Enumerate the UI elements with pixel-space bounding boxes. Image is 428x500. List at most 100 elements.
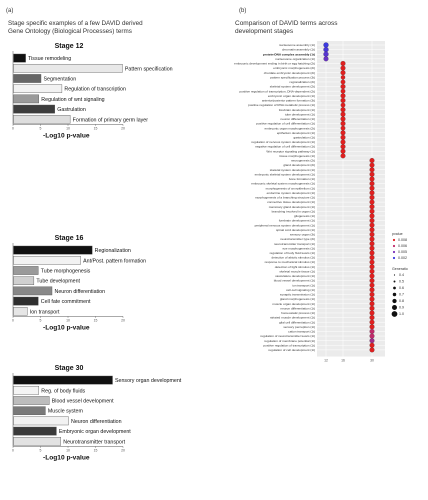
dot (369, 305, 375, 311)
x-tick-label: 15 (94, 318, 98, 322)
dot (369, 255, 375, 260)
legend-gene-swatch (393, 286, 396, 290)
x-tick-label: 20 (121, 448, 125, 452)
dot (369, 268, 375, 274)
x-tick-label: 5 (40, 448, 42, 452)
dot (369, 231, 375, 237)
panel-b-label: (b) (239, 8, 246, 14)
term-label: nucleosome assembly (1t) (279, 43, 315, 47)
term-label: protein-DNA complex assembly (1t) (263, 52, 315, 56)
x-tick-label: 20 (121, 318, 125, 322)
term-label: homeostatic process (1t) (281, 311, 315, 315)
term-label: striated muscle development (1t) (270, 316, 315, 320)
panel-b-title-line2: development stages (235, 28, 294, 35)
term-label: gland morphogenesis (1t) (280, 297, 315, 301)
dot (340, 153, 346, 159)
dot (369, 204, 375, 210)
term-label: embryonic skeletal system morphogenesis … (251, 182, 315, 186)
dot-plot: nucleosome assembly (1t)chromatin assemb… (234, 41, 385, 363)
term-label: Wnt receptor signaling pathway (1t) (266, 149, 315, 153)
dot (323, 56, 329, 62)
dot (340, 97, 346, 103)
bar (13, 307, 28, 316)
term-label: morphogenesis of an epithelium (1t) (266, 186, 315, 190)
term-label: embryonic development ending in birth or… (234, 62, 315, 66)
dot (340, 61, 346, 66)
term-label: eye morphogenesis (1t) (282, 246, 315, 250)
dot (369, 264, 375, 270)
bar (13, 276, 35, 286)
dot (340, 148, 346, 154)
dot (369, 292, 375, 297)
term-label: regulation of cell development (1t) (268, 348, 315, 352)
legend-pvalue-swatch (392, 256, 396, 260)
term-label: neuron differentiation (1t) (280, 117, 315, 121)
x-axis-label: -Log10 p-value (43, 132, 90, 139)
dot (369, 241, 375, 247)
bar-chart-stage-30: Stage 30 Sensory organ development Reg. of… (12, 365, 182, 461)
term-label: tissue morphogenesis (1t) (279, 154, 315, 158)
term-label: regulation of neurotransmitter levels (1… (260, 334, 315, 338)
term-label: regulation of nervous system development… (251, 140, 315, 144)
bar-label: Ant/Post. pattern formation (83, 258, 146, 264)
dot (369, 185, 375, 191)
bar (13, 426, 57, 436)
legend-gene-label: 0.9 (399, 306, 404, 310)
dot (369, 158, 375, 163)
legend-pvalue-title: pvalue (392, 232, 403, 236)
bar-label: Neuron differentiation (71, 419, 122, 425)
dot (340, 116, 346, 122)
panel-b-title-line1: Comparison of DAVID terms across (235, 20, 338, 27)
legend-gene-label: 0.6 (399, 286, 404, 290)
bar-label: Cell fate commitment (41, 299, 91, 305)
bar-chart-stage-16: Stage 16 Regionalization Ant/Post. pattern… (12, 235, 146, 331)
bar (13, 53, 26, 63)
dot (369, 162, 375, 168)
dot (369, 333, 375, 339)
bar (13, 416, 69, 426)
x-tick-label: 15 (94, 448, 98, 452)
x-tick-label: 5 (40, 126, 42, 130)
x-tick-label: 12 (324, 359, 328, 363)
bar (13, 396, 50, 405)
bar-label: Sensory organ development (115, 378, 182, 384)
dot (340, 125, 346, 131)
term-label: muscle organ development (1t) (272, 302, 315, 306)
dot (369, 273, 375, 279)
legend-gene-swatch (393, 280, 396, 283)
dot (340, 111, 346, 117)
dot (369, 227, 375, 233)
dot (340, 93, 346, 99)
dot (340, 134, 346, 140)
x-tick-label: 10 (66, 318, 70, 322)
bar-label: Tissue remodeling (28, 56, 71, 62)
term-label: neurotransmitter transport (1t) (274, 242, 315, 246)
legend-gene-title: Generatio (392, 267, 408, 271)
bar (13, 63, 123, 73)
bar (13, 104, 55, 114)
x-tick-label: 16 (341, 359, 345, 363)
term-label: connective tissue development (1t) (267, 200, 315, 204)
panel-a-title-line2: Gene Ontology (Biological Processes) ter… (8, 28, 132, 35)
bar (13, 375, 113, 385)
legend-gene-swatch (392, 298, 397, 304)
term-label: vasculature development (1t) (275, 274, 315, 278)
term-label: forebrain development (1t) (279, 108, 315, 112)
dot (323, 42, 329, 48)
bar-label: Regulation of transcription (64, 87, 126, 93)
term-label: chordate embryonic development (2t) (264, 71, 315, 75)
legend-gene-label: 0.7 (399, 293, 404, 297)
term-label: morphogenesis of a branching structure (… (255, 196, 315, 200)
dot (340, 88, 346, 94)
dot-plot-legend: pvalue 0.008 0.006 0.005 0.002 Generatio 0.4 0.… (391, 232, 408, 317)
x-tick-label: 20 (121, 126, 125, 130)
dot (369, 218, 375, 224)
stage-title: Stage 12 (55, 43, 84, 50)
bar (13, 74, 42, 83)
bar (13, 437, 61, 446)
dot (369, 287, 375, 293)
dot (340, 70, 346, 76)
dot (369, 342, 375, 348)
term-label: forebrain development (1t) (279, 219, 315, 223)
dot (369, 222, 375, 228)
